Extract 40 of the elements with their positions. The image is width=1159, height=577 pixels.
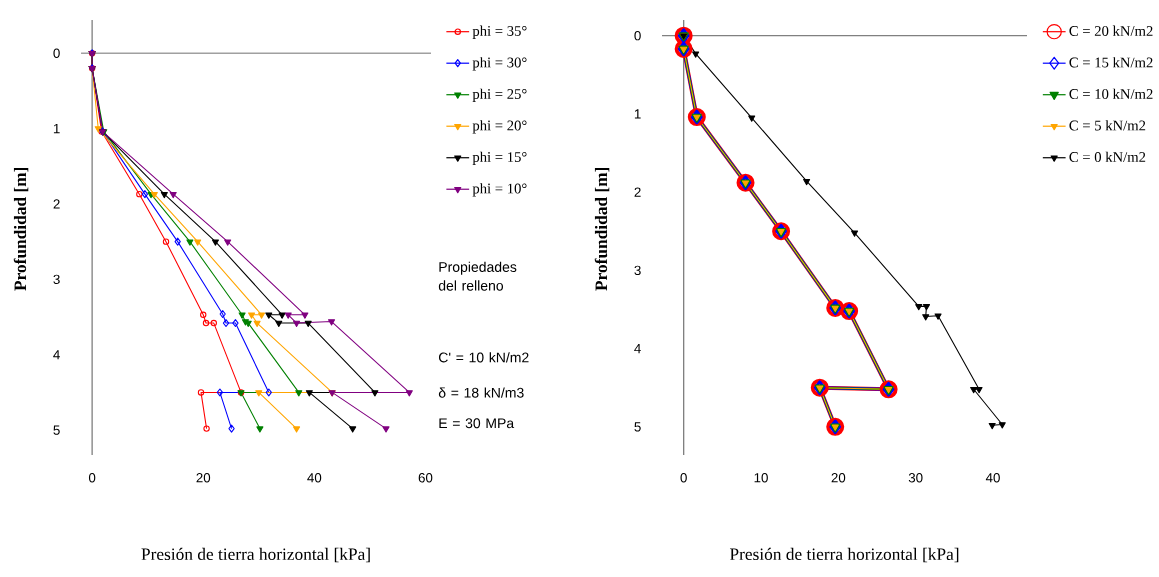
- text: E = 30 MPa: [439, 418, 515, 429]
- x-tick-label: 40: [985, 473, 1000, 483]
- y-axis-title: Profundidad [m]: [13, 167, 29, 291]
- x-tick-label: 0: [680, 473, 687, 483]
- legend-label: phi = 35°: [472, 25, 527, 39]
- y-tick-label: 1: [53, 123, 60, 134]
- y-tick-label: 2: [634, 187, 641, 197]
- text: δ = 18 kN/m3: [438, 387, 524, 398]
- y-tick-label: 3: [634, 265, 641, 276]
- legend-label: C = 20 kN/m2: [1069, 25, 1153, 36]
- x-tick-label: 20: [196, 473, 211, 483]
- legend-label: phi = 15°: [472, 151, 527, 165]
- legend-label: C = 15 kN/m2: [1069, 57, 1153, 68]
- legend-label: phi = 30°: [472, 57, 527, 71]
- x-tick-label: 30: [908, 473, 923, 483]
- x-tick-label: 20: [831, 473, 846, 483]
- legend-label: phi = 20°: [472, 120, 527, 134]
- y-tick-label: 4: [634, 344, 641, 354]
- y-tick-label: 4: [53, 350, 60, 360]
- legend-label: C = 0 kN/m2: [1069, 151, 1146, 162]
- y-tick-label: 1: [634, 109, 641, 119]
- legend-label: phi = 25°: [472, 88, 527, 102]
- text: Propiedades del relleno: [438, 261, 517, 291]
- y-tick-label: 2: [53, 199, 60, 209]
- legend-label: C = 5 kN/m2: [1069, 120, 1146, 131]
- y-tick-label: 3: [53, 274, 60, 285]
- x-tick-label: 40: [307, 473, 322, 483]
- y-tick-label: 0: [53, 48, 60, 58]
- x-tick-label: 10: [754, 473, 768, 483]
- y-tick-label: 0: [634, 30, 641, 41]
- y-axis-title: Profundidad [m]: [594, 167, 610, 291]
- x-tick-label: 60: [418, 473, 433, 483]
- x-axis-title: Presión de tierra horizontal [kPa]: [141, 547, 370, 563]
- legend-label: phi = 10°: [472, 183, 527, 197]
- text: C' = 10 kN/m2: [438, 352, 529, 363]
- y-tick-label: 5: [53, 425, 60, 435]
- y-tick-label: 5: [634, 422, 641, 432]
- x-axis-title: Presión de tierra horizontal [kPa]: [729, 547, 959, 563]
- legend-label: C = 10 kN/m2: [1069, 88, 1153, 99]
- x-tick-label: 0: [88, 473, 96, 483]
